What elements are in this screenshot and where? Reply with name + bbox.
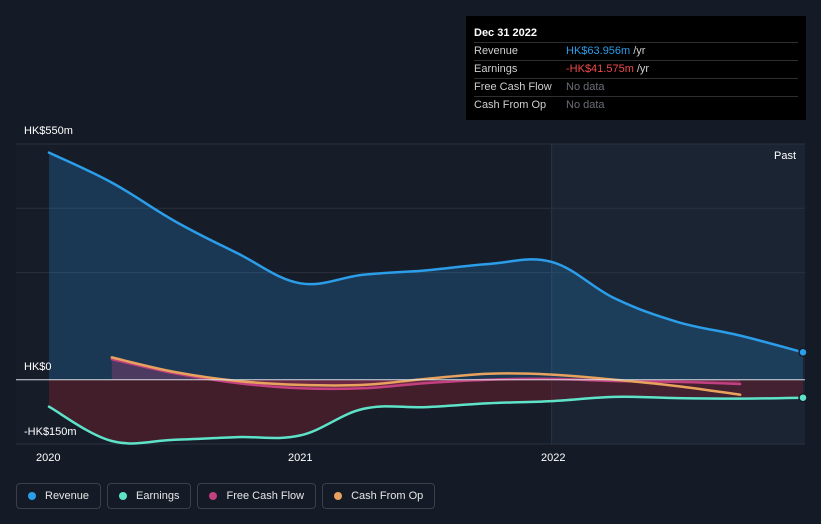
legend-dot-icon [209, 492, 218, 500]
past-region [551, 144, 805, 444]
tooltip-value: No data [566, 99, 605, 111]
tooltip-date: Dec 31 2022 [474, 27, 537, 39]
x-tick-label-2021: 2021 [288, 452, 313, 464]
legend-label: Free Cash Flow [226, 490, 305, 502]
y-tick-label-zero: HK$0 [24, 361, 52, 373]
tooltip-label: Cash From Op [474, 99, 547, 111]
line-earnings [47, 395, 805, 445]
tooltip-unit: /yr [633, 45, 646, 57]
area-revenue [49, 152, 803, 380]
series-end-markers [798, 347, 808, 403]
past-label: Past [774, 150, 797, 162]
series-lines [16, 151, 805, 445]
x-tick-label-2022: 2022 [541, 452, 566, 464]
legend-dot-icon [28, 492, 36, 500]
end-marker-earnings [798, 392, 808, 403]
area-free-cash-flow [111, 359, 741, 389]
tooltip-row-free-cash-flow: Free Cash Flow No data [474, 78, 798, 96]
tooltip-label: Earnings [474, 63, 518, 75]
line-revenue [47, 151, 805, 354]
tooltip-label: Free Cash Flow [474, 81, 552, 93]
legend-dot-icon [334, 492, 343, 500]
legend-dot-icon [119, 492, 128, 500]
area-earnings [49, 379, 803, 444]
legend: Revenue Earnings Free Cash Flow Cash Fro… [16, 483, 436, 509]
legend-item-revenue[interactable]: Revenue [16, 483, 102, 509]
end-marker-revenue [798, 347, 808, 358]
y-tick-label-max: HK$550m [24, 125, 73, 137]
tooltip-row-cash-from-op: Cash From Op No data [474, 96, 798, 114]
legend-item-free-cash-flow[interactable]: Free Cash Flow [197, 483, 317, 509]
x-tick-label-2020: 2020 [36, 452, 61, 464]
tooltip-row-earnings: Earnings -HK$41.575m /yr [474, 60, 798, 78]
plot-background [16, 144, 805, 444]
line-cash-from-op [110, 356, 742, 396]
legend-label: Earnings [136, 490, 180, 502]
legend-label: Revenue [45, 490, 90, 502]
legend-item-cash-from-op[interactable]: Cash From Op [322, 483, 436, 509]
series-areas [49, 152, 803, 444]
tooltip-unit: /yr [636, 63, 650, 75]
legend-label: Cash From Op [351, 490, 424, 502]
tooltip-label: Revenue [474, 45, 519, 57]
tooltip-value: -HK$41.575m [566, 63, 634, 75]
tooltip-value: No data [566, 81, 605, 93]
y-tick-label-min: -HK$150m [24, 426, 77, 438]
data-tooltip: Dec 31 2022 Revenue HK$63.956m /yr Earni… [466, 16, 806, 120]
tooltip-value: HK$63.956m [566, 45, 631, 57]
legend-item-earnings[interactable]: Earnings [107, 483, 192, 509]
tooltip-row-revenue: Revenue HK$63.956m /yr [474, 42, 798, 60]
